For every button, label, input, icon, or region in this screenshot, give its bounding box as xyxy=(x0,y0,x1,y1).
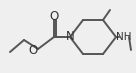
Text: NH: NH xyxy=(116,32,132,42)
Text: N: N xyxy=(66,31,74,44)
Text: O: O xyxy=(49,9,59,22)
Text: O: O xyxy=(28,44,38,57)
